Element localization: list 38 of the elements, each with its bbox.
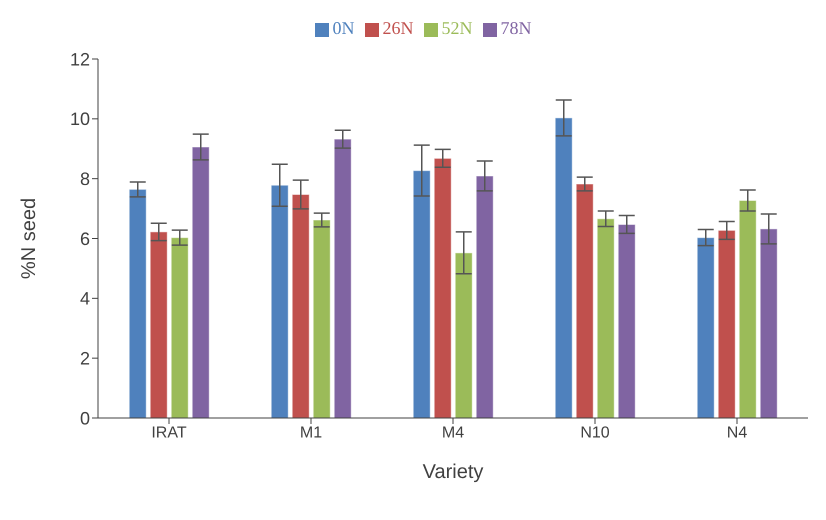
bar [170, 237, 189, 418]
x-tick-label: M1 [300, 424, 322, 442]
legend-label: 52N [442, 18, 472, 38]
bar [434, 158, 452, 418]
legend-label: 78N [500, 18, 532, 38]
y-tick-label: 8 [80, 169, 90, 190]
y-tick-label: 2 [80, 348, 90, 369]
y-tick-label: 6 [80, 228, 90, 249]
y-tick-label: 0 [80, 408, 90, 428]
bar [738, 200, 757, 418]
y-tick-label: 10 [70, 109, 90, 130]
bar [128, 188, 147, 418]
bar [554, 117, 573, 418]
x-tick-label: N4 [726, 424, 748, 442]
bar [718, 230, 736, 418]
legend-label: 26N [382, 18, 414, 38]
bar [696, 237, 715, 418]
bar [476, 175, 494, 418]
x-tick-label: N10 [580, 424, 610, 442]
bar [312, 219, 331, 418]
bar [618, 224, 636, 418]
bar [576, 184, 594, 418]
x-axis-title: Variety [422, 461, 484, 483]
bar [192, 146, 210, 418]
bar [292, 194, 310, 418]
y-axis-title: %N seed [18, 198, 40, 280]
bar [412, 170, 431, 418]
y-tick-label: 12 [70, 49, 90, 70]
bar [596, 218, 615, 418]
bar [270, 184, 289, 418]
y-tick-label: 4 [80, 288, 90, 309]
bar [760, 228, 778, 418]
x-tick-label: IRAT [151, 424, 187, 442]
bar [150, 231, 168, 418]
bar [454, 252, 473, 418]
x-tick-label: M4 [442, 424, 464, 442]
bar [334, 138, 352, 418]
legend-label: 0N [332, 18, 354, 38]
